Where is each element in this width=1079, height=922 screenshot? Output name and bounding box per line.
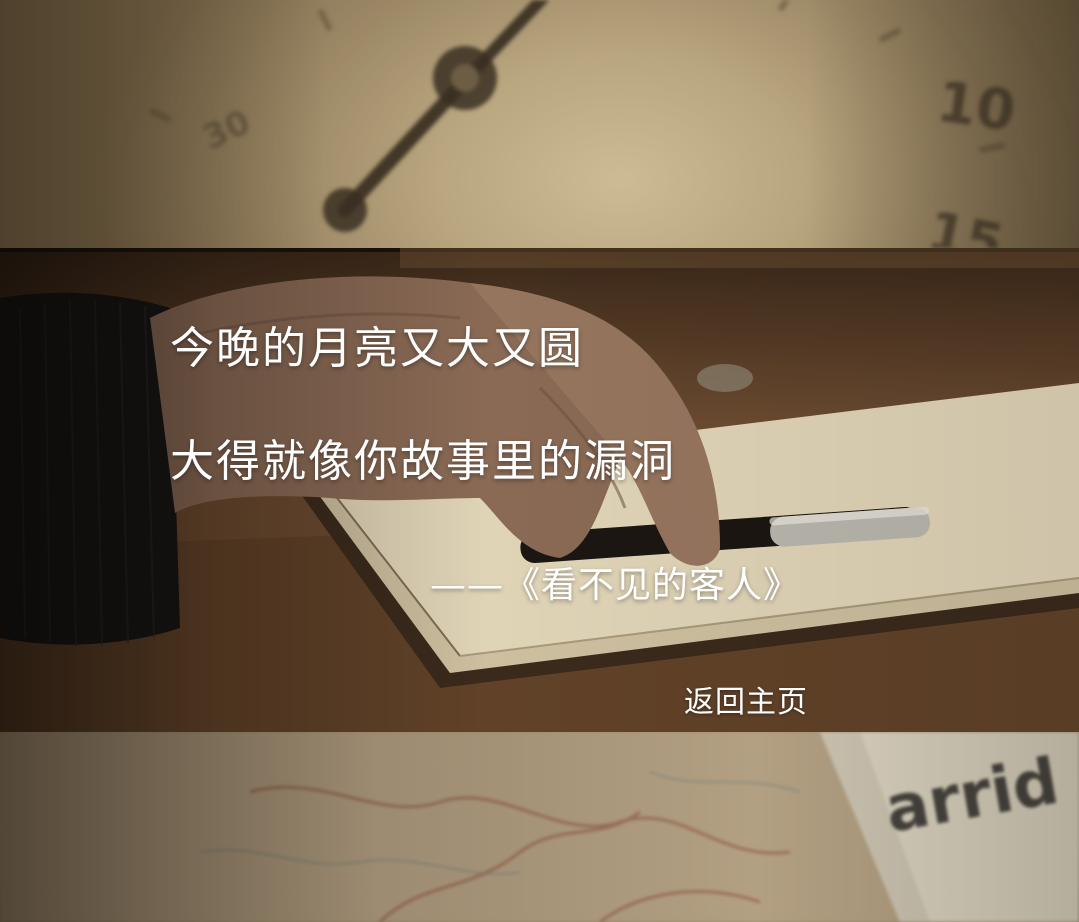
quote-attribution: ——《看不见的客人》 [430, 565, 801, 606]
desk-background-image [0, 248, 1079, 732]
poem-line-1: 今晚的月亮又大又圆 [170, 323, 584, 374]
desk-scene-graphic [0, 248, 1079, 732]
map-background-image: arrid [0, 732, 1079, 922]
clock-background-image: 10 15 30 [0, 0, 1079, 248]
return-home-link[interactable]: 返回主页 [684, 685, 808, 720]
poem-line-2: 大得就像你故事里的漏洞 [170, 436, 676, 487]
